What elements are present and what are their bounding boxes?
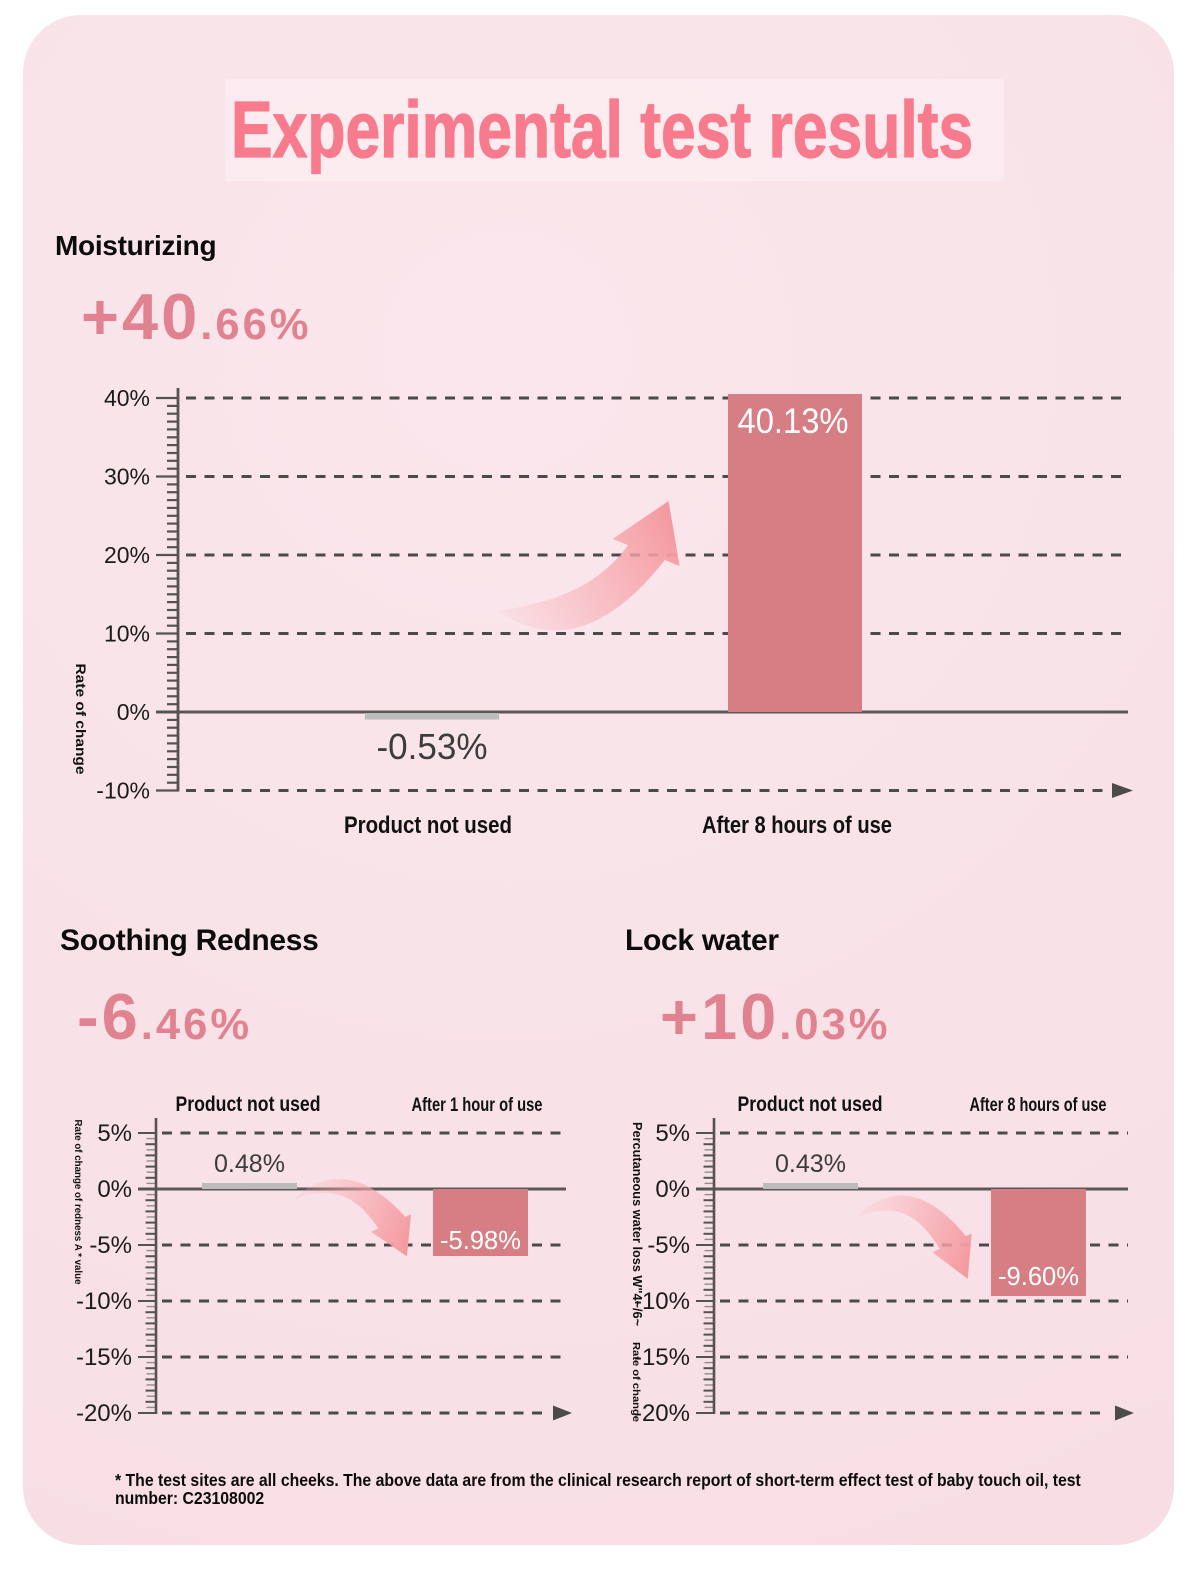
svg-text:30%: 30% <box>104 464 150 490</box>
svg-text:-5%: -5% <box>89 1232 132 1259</box>
svg-text:After 8 hours of use: After 8 hours of use <box>970 1095 1107 1116</box>
svg-text:20%: 20% <box>104 542 150 568</box>
svg-text:0%: 0% <box>117 699 150 725</box>
svg-text:0.48%: 0.48% <box>214 1150 285 1178</box>
svg-text:-10%: -10% <box>76 1288 132 1315</box>
svg-text:Rate of change: Rate of change <box>73 664 88 776</box>
svg-text:-9.60%: -9.60% <box>998 1261 1079 1291</box>
svg-text:-15%: -15% <box>634 1344 690 1371</box>
svg-text:Product not used: Product not used <box>738 1093 883 1116</box>
svg-text:After 8 hours of use: After 8 hours of use <box>702 812 892 839</box>
svg-text:-10%: -10% <box>634 1288 690 1315</box>
svg-text:-15%: -15% <box>76 1344 132 1371</box>
svg-text:-20%: -20% <box>634 1400 690 1427</box>
svg-text:-0.53%: -0.53% <box>377 726 488 767</box>
svg-text:-20%: -20% <box>76 1400 132 1427</box>
svg-text:Rate of change: Rate of change <box>630 1342 641 1422</box>
svg-text:After 1 hour of use: After 1 hour of use <box>412 1095 543 1116</box>
svg-text:0%: 0% <box>655 1176 690 1203</box>
svg-text:0%: 0% <box>97 1176 132 1203</box>
svg-text:-5.98%: -5.98% <box>440 1225 521 1255</box>
svg-text:-10%: -10% <box>96 778 150 804</box>
svg-text:40%: 40% <box>104 385 150 411</box>
svg-text:10%: 10% <box>104 621 150 647</box>
svg-text:Product not used: Product not used <box>176 1093 321 1116</box>
svg-text:5%: 5% <box>655 1120 690 1147</box>
svg-text:Rate of change of redness A *: Rate of change of redness A * value <box>72 1120 84 1285</box>
svg-text:0.43%: 0.43% <box>775 1150 846 1178</box>
svg-text:Percutaneous water loss W"4~/6: Percutaneous water loss W"4~/6~ <box>630 1122 644 1326</box>
svg-text:-5%: -5% <box>647 1232 690 1259</box>
svg-text:40.13%: 40.13% <box>738 402 849 441</box>
svg-text:5%: 5% <box>97 1120 132 1147</box>
svg-text:Product not used: Product not used <box>344 812 512 839</box>
